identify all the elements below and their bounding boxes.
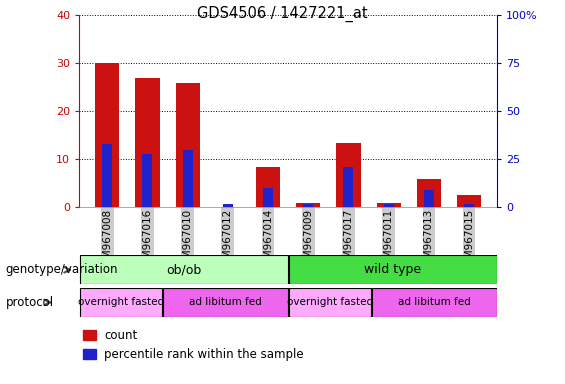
Bar: [83, 349, 96, 359]
Text: protocol: protocol: [6, 296, 54, 309]
Bar: [263, 188, 273, 207]
Bar: [464, 204, 474, 207]
Bar: [344, 167, 354, 207]
Bar: [136, 78, 159, 207]
Bar: [182, 150, 193, 207]
Bar: [80, 255, 288, 284]
Text: wild type: wild type: [364, 263, 421, 276]
Text: GDS4506 / 1427221_at: GDS4506 / 1427221_at: [197, 6, 368, 22]
Bar: [296, 203, 320, 207]
Bar: [83, 330, 96, 340]
Bar: [102, 144, 112, 207]
Bar: [95, 63, 119, 207]
Text: ad libitum fed: ad libitum fed: [398, 297, 471, 308]
Text: overnight fasted: overnight fasted: [78, 297, 164, 308]
Text: count: count: [104, 329, 137, 341]
Bar: [256, 167, 280, 207]
Bar: [377, 203, 401, 207]
Text: ad libitum fed: ad libitum fed: [189, 297, 262, 308]
Bar: [80, 288, 162, 317]
Bar: [289, 255, 497, 284]
Bar: [303, 204, 313, 207]
Text: genotype/variation: genotype/variation: [6, 263, 118, 276]
Bar: [163, 288, 288, 317]
Bar: [336, 142, 360, 207]
Bar: [223, 204, 233, 207]
Bar: [142, 154, 153, 207]
Bar: [384, 204, 394, 207]
Bar: [457, 195, 481, 207]
Bar: [417, 179, 441, 207]
Text: percentile rank within the sample: percentile rank within the sample: [104, 348, 304, 361]
Bar: [289, 288, 371, 317]
Text: overnight fasted: overnight fasted: [287, 297, 373, 308]
Text: ob/ob: ob/ob: [166, 263, 201, 276]
Bar: [176, 83, 199, 207]
Bar: [424, 190, 434, 207]
Bar: [372, 288, 497, 317]
